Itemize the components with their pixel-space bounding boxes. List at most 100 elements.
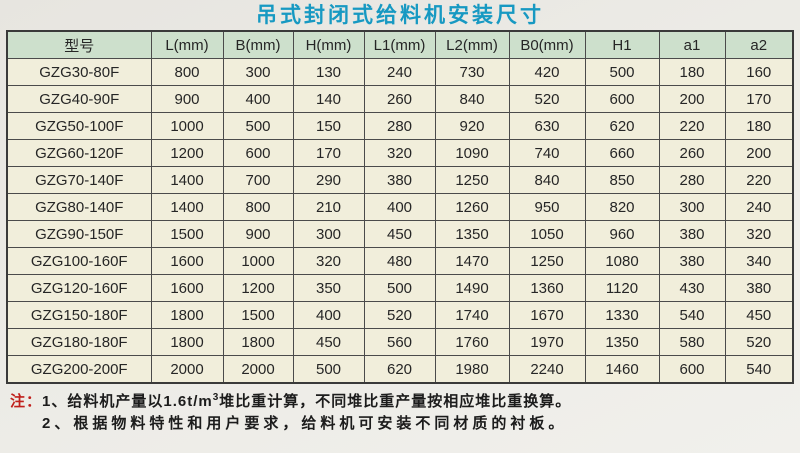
column-header: a2 — [724, 30, 794, 59]
value-cell: 600 — [658, 355, 726, 384]
value-cell: 480 — [363, 247, 436, 275]
value-cell: 1980 — [434, 355, 510, 384]
notes-section: 注：1、给料机产量以1.6t/m3堆比重计算，不同堆比重产量按相应堆比重换算。 … — [10, 391, 794, 435]
value-cell: 340 — [724, 247, 794, 275]
value-cell: 1350 — [434, 220, 510, 248]
table-row: GZG30-80F 800 300 130 240 730 420 500 180 160 — [6, 58, 794, 86]
note1-superscript: 3 — [212, 392, 220, 403]
value-cell: 920 — [434, 112, 510, 140]
spec-table: 型号 L(mm) B(mm) H(mm) L1(mm) L2(mm) B0(mm) H1 a1 a… — [6, 30, 794, 384]
model-cell: GZG90-150F — [6, 220, 152, 248]
value-cell: 1250 — [508, 247, 586, 275]
value-cell: 300 — [222, 58, 294, 86]
value-cell: 430 — [658, 274, 726, 302]
value-cell: 300 — [658, 193, 726, 221]
value-cell: 380 — [658, 247, 726, 275]
value-cell: 2000 — [150, 355, 224, 384]
value-cell: 520 — [724, 328, 794, 356]
value-cell: 740 — [508, 139, 586, 167]
table-row: GZG90-150F 1500 900 300 450 1350 1050 960 380 320 — [6, 220, 794, 248]
value-cell: 290 — [292, 166, 365, 194]
value-cell: 1800 — [150, 301, 224, 329]
value-cell: 400 — [363, 193, 436, 221]
value-cell: 660 — [584, 139, 660, 167]
value-cell: 540 — [724, 355, 794, 384]
value-cell: 320 — [724, 220, 794, 248]
value-cell: 220 — [658, 112, 726, 140]
value-cell: 1330 — [584, 301, 660, 329]
value-cell: 130 — [292, 58, 365, 86]
value-cell: 560 — [363, 328, 436, 356]
value-cell: 280 — [658, 166, 726, 194]
table-row: GZG150-180F 1800 1500 400 520 1740 1670 1330 540… — [6, 301, 794, 329]
value-cell: 200 — [724, 139, 794, 167]
value-cell: 2240 — [508, 355, 586, 384]
value-cell: 1090 — [434, 139, 510, 167]
value-cell: 600 — [584, 85, 660, 113]
value-cell: 400 — [222, 85, 294, 113]
value-cell: 1800 — [150, 328, 224, 356]
value-cell: 1200 — [222, 274, 294, 302]
column-header: H(mm) — [292, 30, 365, 59]
table-body: GZG30-80F 800 300 130 240 730 420 500 180 160 GZG4… — [6, 58, 794, 384]
value-cell: 1360 — [508, 274, 586, 302]
column-header: B0(mm) — [508, 30, 586, 59]
column-header: 型号 — [6, 30, 152, 59]
value-cell: 160 — [724, 58, 794, 86]
value-cell: 1600 — [150, 274, 224, 302]
value-cell: 1120 — [584, 274, 660, 302]
value-cell: 150 — [292, 112, 365, 140]
table-row: GZG120-160F 1600 1200 350 500 1490 1360 1120 430… — [6, 274, 794, 302]
value-cell: 140 — [292, 85, 365, 113]
value-cell: 240 — [363, 58, 436, 86]
value-cell: 840 — [434, 85, 510, 113]
value-cell: 800 — [150, 58, 224, 86]
value-cell: 400 — [292, 301, 365, 329]
value-cell: 170 — [724, 85, 794, 113]
value-cell: 1670 — [508, 301, 586, 329]
value-cell: 450 — [292, 328, 365, 356]
column-header: L1(mm) — [363, 30, 436, 59]
column-header: H1 — [584, 30, 660, 59]
table-row: GZG70-140F 1400 700 290 380 1250 840 850 280 220 — [6, 166, 794, 194]
value-cell: 210 — [292, 193, 365, 221]
note-label: 注： — [10, 393, 43, 410]
value-cell: 630 — [508, 112, 586, 140]
value-cell: 950 — [508, 193, 586, 221]
value-cell: 500 — [292, 355, 365, 384]
page-title: 吊式封闭式给料机安装尺寸 — [256, 4, 544, 27]
note1-text-suffix: 堆比重计算，不同堆比重产量按相应堆比重换算。 — [219, 393, 572, 410]
value-cell: 540 — [658, 301, 726, 329]
value-cell: 280 — [363, 112, 436, 140]
value-cell: 1400 — [150, 166, 224, 194]
value-cell: 180 — [658, 58, 726, 86]
value-cell: 1500 — [150, 220, 224, 248]
value-cell: 200 — [658, 85, 726, 113]
model-cell: GZG30-80F — [6, 58, 152, 86]
model-cell: GZG200-200F — [6, 355, 152, 384]
value-cell: 450 — [724, 301, 794, 329]
value-cell: 960 — [584, 220, 660, 248]
value-cell: 300 — [292, 220, 365, 248]
value-cell: 1250 — [434, 166, 510, 194]
value-cell: 1800 — [222, 328, 294, 356]
value-cell: 520 — [508, 85, 586, 113]
table-row: GZG200-200F 2000 2000 500 620 1980 2240 1460 600… — [6, 355, 794, 384]
value-cell: 1000 — [222, 247, 294, 275]
value-cell: 1490 — [434, 274, 510, 302]
value-cell: 820 — [584, 193, 660, 221]
value-cell: 1460 — [584, 355, 660, 384]
table-row: GZG40-90F 900 400 140 260 840 520 600 200 170 — [6, 85, 794, 113]
model-cell: GZG180-180F — [6, 328, 152, 356]
value-cell: 1470 — [434, 247, 510, 275]
value-cell: 1600 — [150, 247, 224, 275]
value-cell: 1740 — [434, 301, 510, 329]
value-cell: 2000 — [222, 355, 294, 384]
value-cell: 840 — [508, 166, 586, 194]
value-cell: 260 — [363, 85, 436, 113]
note1-text-prefix: 1、给料机产量以1.6t/m — [42, 393, 213, 410]
value-cell: 240 — [724, 193, 794, 221]
value-cell: 850 — [584, 166, 660, 194]
table-row: GZG80-140F 1400 800 210 400 1260 950 820 300 240 — [6, 193, 794, 221]
value-cell: 1350 — [584, 328, 660, 356]
